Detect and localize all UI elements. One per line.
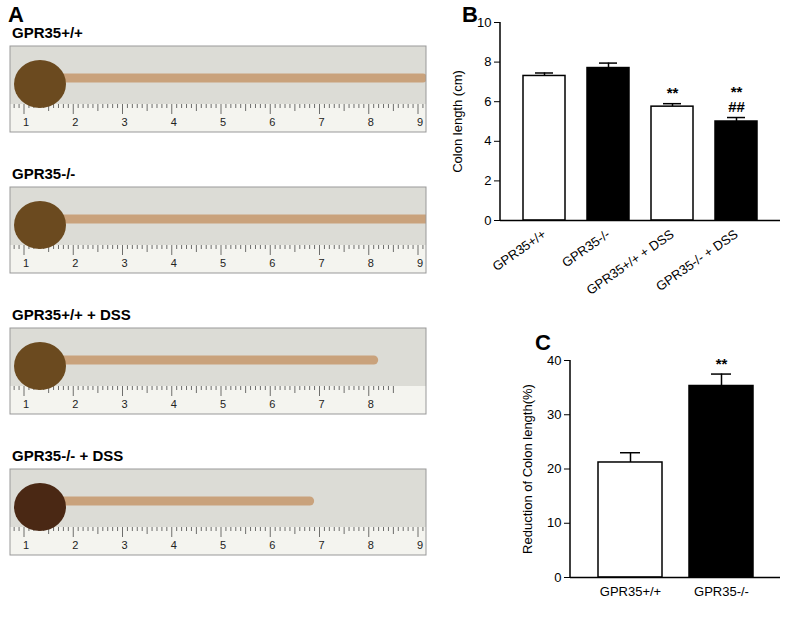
svg-text:GPR35-/- + DSS: GPR35-/- + DSS [653,226,741,294]
svg-text:7: 7 [318,116,324,128]
svg-text:30: 30 [547,407,561,422]
svg-text:GPR35-/-: GPR35-/- [559,226,613,270]
svg-text:6: 6 [269,398,275,410]
svg-text:8: 8 [368,116,374,128]
svg-text:4: 4 [171,398,177,410]
svg-text:Colon length (cm): Colon length (cm) [450,70,465,173]
svg-text:3: 3 [121,116,127,128]
svg-text:7: 7 [318,539,324,551]
svg-text:GPR35-/-: GPR35-/- [12,165,75,182]
svg-text:2: 2 [484,173,491,188]
svg-text:10: 10 [547,515,561,530]
svg-text:20: 20 [547,461,561,476]
svg-text:8: 8 [484,54,491,69]
svg-text:7: 7 [318,398,324,410]
svg-text:1: 1 [23,539,29,551]
svg-text:2: 2 [72,398,78,410]
svg-text:**: ** [716,355,728,372]
svg-text:6: 6 [269,257,275,269]
svg-text:GPR35+/+ + DSS: GPR35+/+ + DSS [583,226,677,298]
svg-text:GPR35+/+: GPR35+/+ [490,226,549,274]
svg-text:GPR35+/+ + DSS: GPR35+/+ + DSS [12,306,131,323]
svg-text:1: 1 [23,257,29,269]
html-text:C: C [535,330,551,355]
svg-text:9: 9 [417,539,423,551]
svg-text:##: ## [728,98,745,115]
svg-text:GPR35+/+: GPR35+/+ [600,584,661,599]
svg-text:9: 9 [417,116,423,128]
html-text:A: A [8,2,24,27]
svg-text:GPR35-/- + DSS: GPR35-/- + DSS [12,447,123,464]
html-text:B: B [462,2,478,27]
svg-text:6: 6 [269,116,275,128]
svg-text:8: 8 [368,257,374,269]
svg-text:5: 5 [220,257,226,269]
svg-text:5: 5 [220,539,226,551]
svg-text:4: 4 [484,133,491,148]
svg-text:6: 6 [484,94,491,109]
svg-text:2: 2 [72,116,78,128]
svg-text:0: 0 [484,213,491,228]
svg-text:1: 1 [23,116,29,128]
svg-text:4: 4 [171,257,177,269]
svg-text:2: 2 [72,539,78,551]
svg-text:**: ** [667,84,679,101]
svg-text:4: 4 [171,539,177,551]
svg-text:40: 40 [547,352,562,368]
svg-text:3: 3 [121,257,127,269]
svg-text:9: 9 [417,257,423,269]
svg-text:3: 3 [121,539,127,551]
svg-text:GPR35+/+: GPR35+/+ [12,24,83,41]
svg-text:4: 4 [171,116,177,128]
svg-text:GPR35-/-: GPR35-/- [694,584,749,599]
svg-text:2: 2 [72,257,78,269]
svg-text:0: 0 [554,570,561,585]
svg-text:8: 8 [368,398,374,410]
svg-text:10: 10 [477,15,491,30]
svg-text:5: 5 [220,116,226,128]
svg-text:3: 3 [121,398,127,410]
svg-text:8: 8 [368,539,374,551]
svg-text:7: 7 [318,257,324,269]
svg-text:1: 1 [23,398,29,410]
svg-text:6: 6 [269,539,275,551]
svg-text:5: 5 [220,398,226,410]
svg-text:**: ** [731,83,743,100]
svg-text:Reduction of Colon length(%): Reduction of Colon length(%) [520,384,535,554]
